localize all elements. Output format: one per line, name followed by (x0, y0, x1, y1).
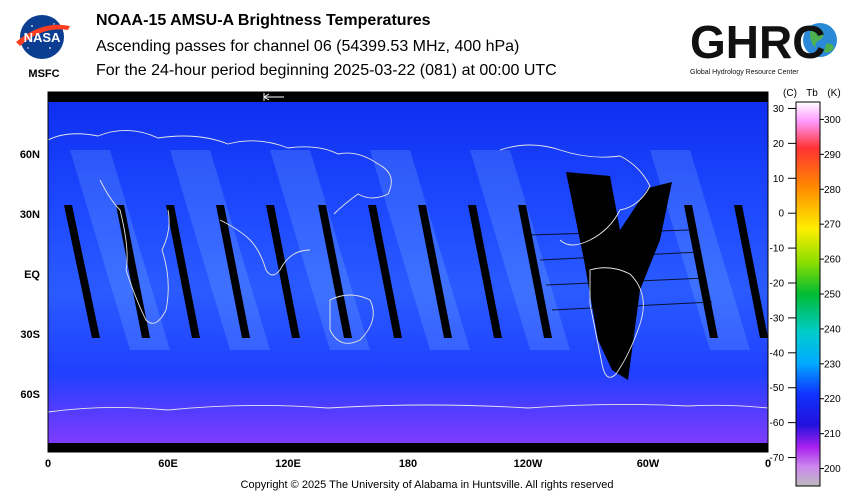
colorbar-celsius-tick: 20 (773, 139, 785, 150)
lon-label: 60E (158, 458, 178, 470)
svg-text:Global Hydrology Resource Cent: Global Hydrology Resource Center (690, 69, 799, 76)
nasa-logo: NASA (16, 15, 70, 59)
lon-label: 0 (45, 458, 51, 470)
colorbar-gradient (795, 101, 821, 487)
colorbar-kelvin-tick: 250 (824, 290, 841, 301)
swath-gaps (64, 172, 768, 380)
colorbar-celsius-tick: 10 (773, 174, 785, 185)
colorbar-kelvin-tick: 200 (824, 464, 841, 475)
colorbar-celsius-tick: 30 (773, 104, 785, 115)
latitude-labels: 60N 30N EQ 30S 60S (20, 149, 41, 401)
lon-label: 120E (275, 458, 301, 470)
lon-label: 60W (637, 458, 660, 470)
colorbar-celsius-tick: -60 (770, 418, 785, 429)
colorbar-kelvin-tick: 270 (824, 220, 841, 231)
lat-label: 30S (20, 329, 40, 341)
colorbar-header-c: (C) (783, 88, 797, 99)
svg-text:NASA: NASA (24, 30, 61, 45)
svg-text:GHRC: GHRC (690, 16, 825, 68)
page-title: NOAA-15 AMSU-A Brightness Temperatures (96, 12, 431, 29)
colorbar-celsius-tick: -10 (770, 244, 785, 255)
colorbar-kelvin-tick: 280 (824, 185, 841, 196)
colorbar-kelvin-tick: 230 (824, 359, 841, 370)
copyright-text: Copyright © 2025 The University of Alaba… (240, 479, 614, 491)
page-subtitle: Ascending passes for channel 06 (54399.5… (96, 38, 520, 55)
lat-label: 30N (20, 209, 40, 221)
ghrc-logo: GHRC Global Hydrology Resource Center (690, 16, 837, 76)
msfc-label: MSFC (28, 68, 60, 80)
colorbar-kelvin-tick: 300 (824, 115, 841, 126)
orbit-direction-marker (263, 93, 284, 101)
colorbar-celsius-tick: 0 (778, 209, 784, 220)
coastlines (48, 130, 768, 413)
colorbar-header-k: (K) (827, 88, 840, 99)
period-text: For the 24-hour period beginning 2025-03… (96, 62, 557, 79)
colorbar-celsius-tick: -50 (770, 383, 785, 394)
lon-label: 180 (399, 458, 417, 470)
lat-label: 60S (20, 389, 40, 401)
colorbar-kelvin-tick: 240 (824, 324, 841, 335)
map-field (48, 92, 768, 452)
colorbar: (C) Tb (K) 3020100-10-20-30-40-50-60-70 … (770, 88, 841, 487)
lat-label: 60N (20, 149, 40, 161)
colorbar-header-tb: Tb (806, 88, 818, 99)
colorbar-celsius-tick: -30 (770, 313, 785, 324)
colorbar-kelvin-tick: 290 (824, 150, 841, 161)
colorbar-celsius-tick: -20 (770, 279, 785, 290)
longitude-labels: 0 60E 120E 180 120W 60W 0 (45, 458, 771, 470)
brightness-temperature-map: 60N 30N EQ 30S 60S 0 60E 120E 180 120W 6… (20, 88, 841, 487)
colorbar-celsius-tick: -70 (770, 453, 785, 464)
colorbar-kelvin-tick: 260 (824, 255, 841, 266)
colorbar-kelvin-tick: 210 (824, 429, 841, 440)
lon-label: 120W (514, 458, 543, 470)
colorbar-celsius-tick: -40 (770, 348, 785, 359)
colorbar-kelvin-tick: 220 (824, 394, 841, 405)
lat-label: EQ (24, 269, 40, 281)
lon-label: 0 (765, 458, 771, 470)
